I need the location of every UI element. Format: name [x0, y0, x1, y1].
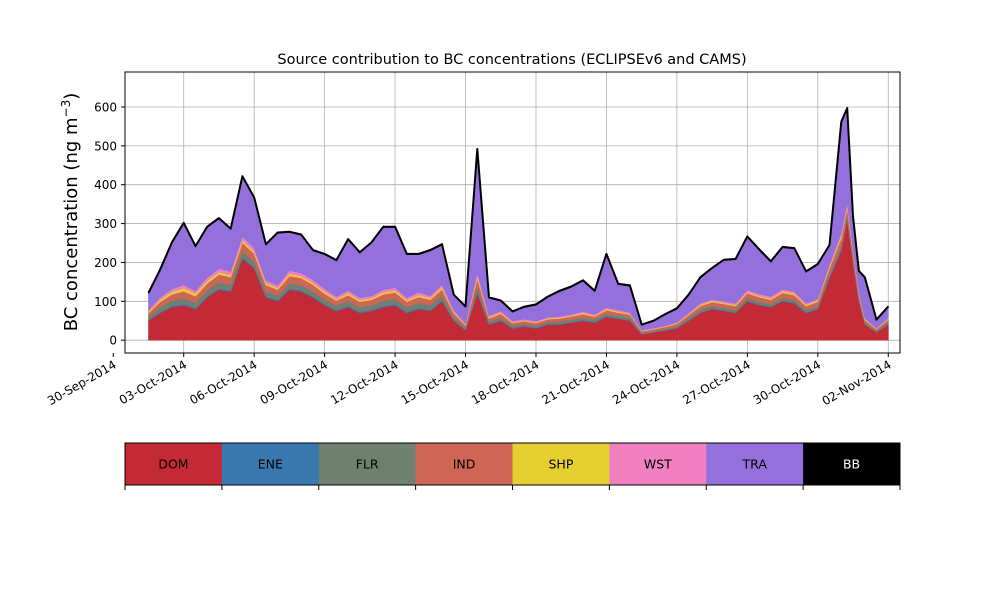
x-tick-label: 02-Nov-2014	[820, 357, 894, 408]
y-axis-label: BC concentration (ng m−3)	[59, 93, 82, 332]
y-axis-label-sup: −3	[59, 100, 73, 118]
stacked-areas	[147, 107, 890, 341]
y-tick-label: 100	[94, 295, 117, 309]
legend-swatch-dom	[125, 443, 223, 485]
y-tick-label: 300	[94, 217, 117, 231]
y-tick-label: 600	[94, 100, 117, 114]
legend-swatch-wst	[609, 443, 707, 485]
x-tick-label: 24-Oct-2014	[610, 357, 682, 407]
colorbar-legend: DOM ENE FLR IND SHP WST TRA BB	[124, 442, 901, 490]
y-tick-label: 500	[94, 139, 117, 153]
x-tick-label: 30-Sep-2014	[45, 357, 119, 408]
x-tick-label: 09-Oct-2014	[258, 357, 330, 407]
legend-swatch-bb	[803, 443, 901, 485]
legend-swatch-flr	[318, 443, 417, 485]
x-tick-label: 27-Oct-2014	[680, 357, 752, 407]
legend-label-tra: TRA	[742, 457, 768, 472]
x-tick-label: 06-Oct-2014	[187, 357, 259, 407]
legend-swatch-ind	[415, 443, 513, 485]
y-axis-label-main: BC concentration (ng m	[61, 117, 82, 331]
y-axis-label-close: )	[61, 93, 82, 100]
y-tick-label: 200	[94, 256, 117, 270]
x-tick-label: 15-Oct-2014	[399, 357, 471, 407]
legend-label-flr: FLR	[356, 457, 379, 472]
total-line	[147, 107, 890, 326]
legend-swatch-ene	[221, 443, 320, 485]
chart-title: Source contribution to BC concentrations…	[277, 52, 746, 68]
axes-frame	[124, 71, 901, 354]
x-tick-label: 30-Oct-2014	[751, 357, 823, 407]
y-tick-label: 400	[94, 178, 117, 192]
legend-label-ene: ENE	[258, 457, 283, 472]
legend-label-dom: DOM	[158, 457, 188, 472]
legend-label-bb: BB	[843, 457, 860, 472]
legend-label-ind: IND	[453, 457, 476, 472]
legend-label-shp: SHP	[549, 457, 574, 472]
x-tick-label: 03-Oct-2014	[117, 357, 189, 407]
legend-swatch-tra	[706, 443, 804, 485]
legend-swatch-shp	[512, 443, 610, 485]
y-tick-label: 0	[109, 334, 117, 348]
x-tick-label: 18-Oct-2014	[469, 357, 541, 407]
x-tick-label: 12-Oct-2014	[328, 357, 400, 407]
x-tick-label: 21-Oct-2014	[540, 357, 612, 407]
legend-label-wst: WST	[644, 457, 672, 472]
